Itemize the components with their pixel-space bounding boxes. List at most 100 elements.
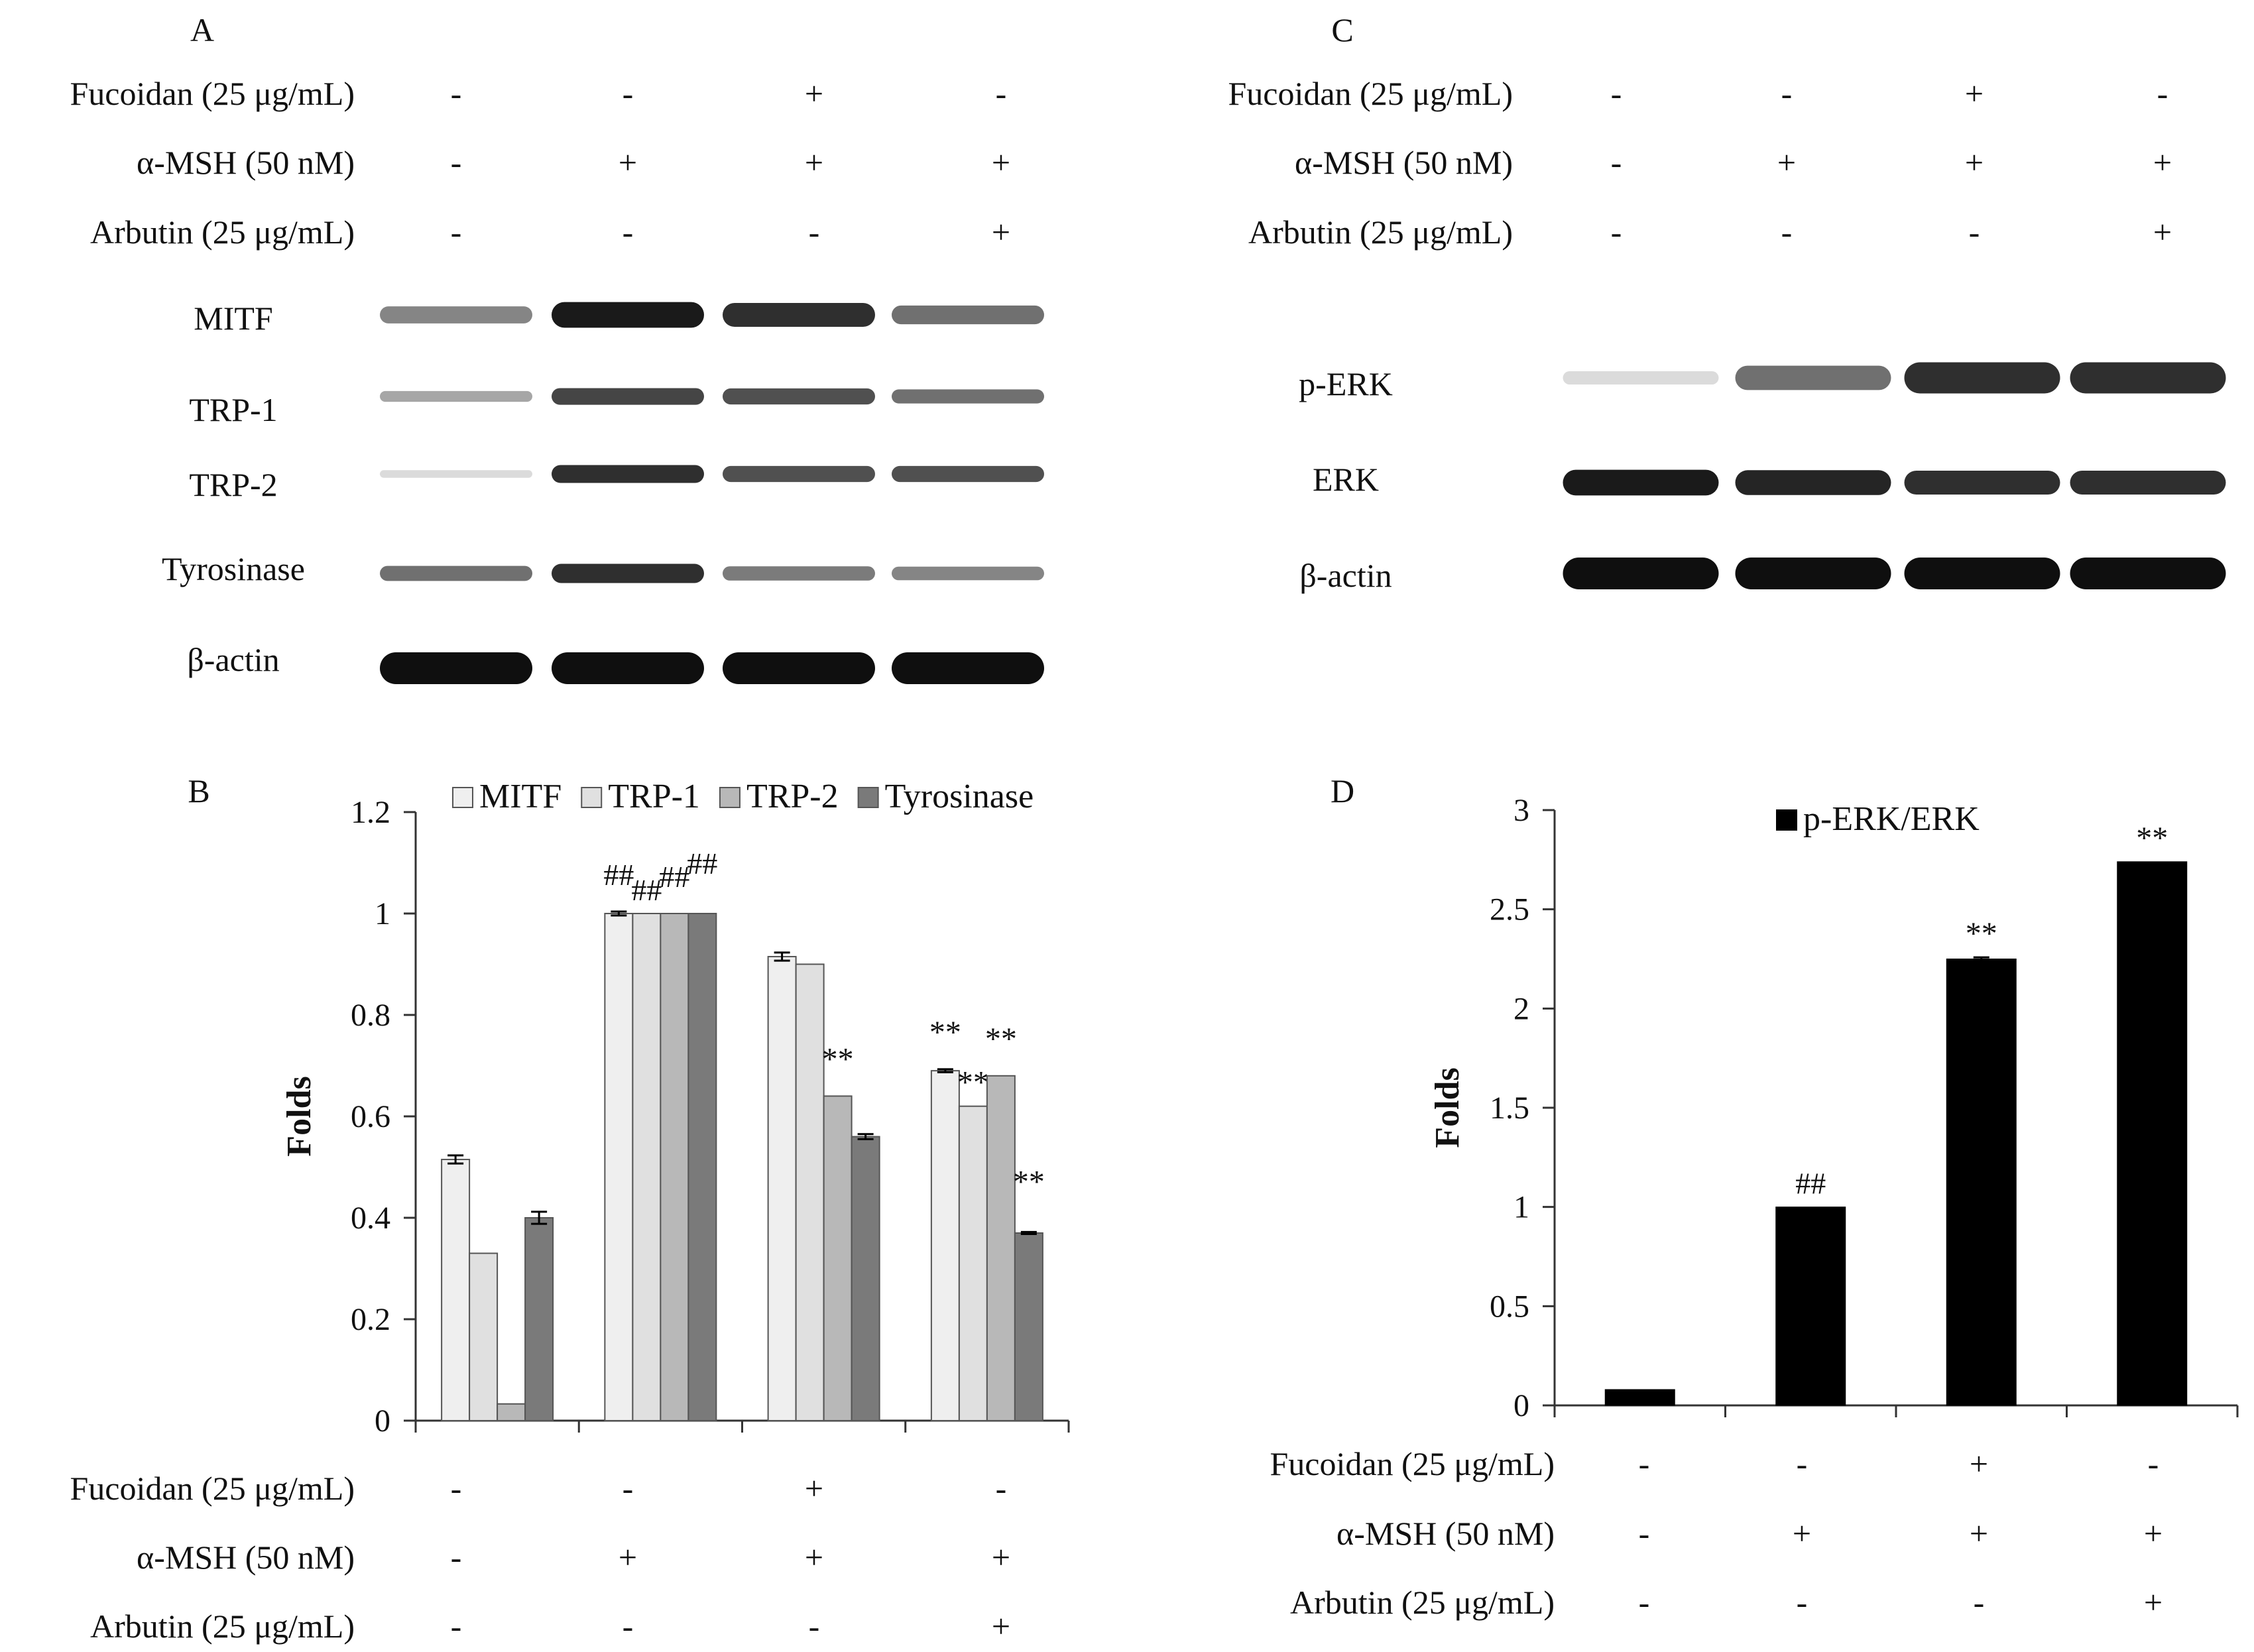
bar-b bbox=[632, 913, 662, 1421]
panel-label-c: C bbox=[1331, 11, 1353, 48]
bar-chart-b: 0 0.2 0.4 0.6 0.8 1 1.2 Folds ## ** ## ** ## ** ** ## **… bbox=[280, 778, 1070, 1439]
significance-mark: ** bbox=[822, 1041, 854, 1077]
bar-b bbox=[441, 1159, 471, 1422]
treatment-sign-d: - bbox=[1797, 1584, 1808, 1621]
significance-mark: ## bbox=[631, 873, 662, 907]
treatment-sign-c: + bbox=[2153, 144, 2172, 181]
treatment-sign-a: - bbox=[451, 144, 462, 181]
treatment-table-a: Fucoidan (25 μg/mL) - - + - α-MSH (50 nM) - + + +… bbox=[70, 75, 1010, 251]
blot-protein-label-a: MITF bbox=[194, 300, 272, 337]
treatment-sign-b: + bbox=[992, 1539, 1010, 1576]
western-blot-a: MITF TRP-1 TRP-2 Tyrosinase β-actin bbox=[162, 300, 1044, 684]
treatment-label-d: Fucoidan (25 μg/mL) bbox=[1270, 1445, 1555, 1482]
treatment-label-c: Fucoidan (25 μg/mL) bbox=[1228, 75, 1513, 112]
bar-b bbox=[497, 1403, 526, 1421]
treatment-table-d: Fucoidan (25 μg/mL) - - + - α-MSH (50 nM) - + + +… bbox=[1270, 1445, 2163, 1621]
significance-mark: ** bbox=[1966, 916, 1997, 951]
treatment-sign-b: - bbox=[809, 1608, 820, 1645]
treatment-label-a: Fucoidan (25 μg/mL) bbox=[70, 75, 355, 112]
panel-label-d: D bbox=[1331, 772, 1354, 809]
bar-b bbox=[469, 1252, 499, 1422]
y-tick-label: 2 bbox=[1513, 991, 1529, 1026]
blot-protein-label-a: TRP-1 bbox=[189, 391, 277, 428]
legend-swatch bbox=[1776, 809, 1797, 831]
treatment-sign-c: + bbox=[1777, 144, 1796, 181]
treatment-sign-b: + bbox=[805, 1470, 823, 1507]
y-tick-label: 1 bbox=[1513, 1190, 1529, 1225]
treatment-sign-b: - bbox=[623, 1608, 634, 1645]
western-band-a bbox=[723, 465, 875, 483]
bar-d bbox=[2117, 861, 2188, 1406]
western-band-a bbox=[552, 388, 704, 405]
western-band-c bbox=[1735, 470, 1891, 495]
treatment-sign-a: + bbox=[805, 144, 823, 181]
y-tick-label: 1.2 bbox=[351, 795, 390, 830]
bar-b bbox=[1014, 1232, 1043, 1421]
treatment-sign-a: - bbox=[451, 213, 462, 251]
legend-swatch bbox=[452, 787, 473, 808]
blot-protein-label-c: ERK bbox=[1313, 461, 1379, 498]
bar-b bbox=[986, 1075, 1016, 1422]
bar-chart-d: 0 0.5 1 1.5 2 2.5 3 Folds ## ** ** p-ERK/ERK bbox=[1429, 793, 2239, 1423]
treatment-sign-c: + bbox=[1965, 144, 1984, 181]
treatment-sign-a: - bbox=[809, 213, 820, 251]
treatment-label-c: Arbutin (25 μg/mL) bbox=[1248, 213, 1513, 251]
western-band-a bbox=[892, 652, 1044, 684]
y-tick-label: 1.5 bbox=[1490, 1091, 1529, 1126]
treatment-sign-d: + bbox=[1793, 1515, 1811, 1552]
western-band-a bbox=[552, 465, 704, 483]
western-band-a bbox=[892, 465, 1044, 483]
western-band-c bbox=[1735, 558, 1891, 589]
legend-swatch bbox=[581, 787, 603, 808]
treatment-sign-d: + bbox=[2144, 1584, 2163, 1621]
y-axis-label: Folds bbox=[1429, 1067, 1466, 1148]
treatment-sign-b: - bbox=[451, 1608, 462, 1645]
treatment-sign-c: - bbox=[1611, 75, 1622, 112]
significance-mark: ** bbox=[2136, 821, 2168, 856]
bar-b bbox=[795, 963, 825, 1421]
treatment-sign-b: - bbox=[451, 1470, 462, 1507]
treatment-label-d: Arbutin (25 μg/mL) bbox=[1290, 1584, 1555, 1621]
treatment-sign-a: - bbox=[996, 75, 1007, 112]
treatment-sign-b: + bbox=[805, 1539, 823, 1576]
treatment-sign-d: - bbox=[1639, 1445, 1650, 1482]
treatment-sign-a: + bbox=[619, 144, 637, 181]
treatment-table-b: Fucoidan (25 μg/mL) - - + - α-MSH (50 nM) - + + +… bbox=[70, 1470, 1010, 1645]
y-tick-label: 1 bbox=[375, 896, 390, 931]
y-tick-label: 0 bbox=[1513, 1388, 1529, 1423]
legend-swatch bbox=[857, 787, 879, 808]
treatment-sign-a: - bbox=[451, 75, 462, 112]
bar-b bbox=[604, 913, 634, 1421]
treatment-sign-b: - bbox=[623, 1470, 634, 1507]
treatment-sign-d: - bbox=[1639, 1584, 1650, 1621]
blot-protein-label-a: β-actin bbox=[187, 641, 279, 678]
treatment-sign-b: - bbox=[996, 1470, 1007, 1507]
treatment-sign-a: + bbox=[805, 75, 823, 112]
treatment-sign-c: - bbox=[1611, 144, 1622, 181]
y-tick-label: 2.5 bbox=[1490, 892, 1529, 927]
western-band-c bbox=[1563, 371, 1719, 384]
y-tick-label: 0.2 bbox=[351, 1302, 390, 1337]
treatment-sign-c: + bbox=[2153, 213, 2172, 251]
western-band-c bbox=[1563, 558, 1719, 589]
treatment-sign-b: + bbox=[992, 1608, 1010, 1645]
treatment-sign-d: + bbox=[2144, 1515, 2163, 1552]
western-band-a bbox=[723, 566, 875, 581]
treatment-sign-c: - bbox=[2157, 75, 2168, 112]
western-band-a bbox=[723, 388, 875, 405]
treatment-table-c: Fucoidan (25 μg/mL) - - + - α-MSH (50 nM) - + + +… bbox=[1228, 75, 2172, 251]
treatment-sign-b: + bbox=[619, 1539, 637, 1576]
y-tick-label: 3 bbox=[1513, 793, 1529, 828]
treatment-label-b: Arbutin (25 μg/mL) bbox=[90, 1608, 355, 1645]
y-tick-label: 0.5 bbox=[1490, 1289, 1529, 1324]
treatment-sign-a: - bbox=[623, 213, 634, 251]
significance-mark: ## bbox=[1795, 1167, 1826, 1201]
western-band-c bbox=[1904, 362, 2060, 394]
significance-mark: ** bbox=[985, 1022, 1017, 1057]
western-band-a bbox=[380, 652, 532, 684]
treatment-sign-d: - bbox=[2148, 1445, 2159, 1482]
y-tick-label: 0.8 bbox=[351, 998, 390, 1033]
treatment-sign-c: - bbox=[1969, 213, 1980, 251]
significance-mark: ## bbox=[603, 858, 634, 892]
western-band-a bbox=[552, 563, 704, 583]
